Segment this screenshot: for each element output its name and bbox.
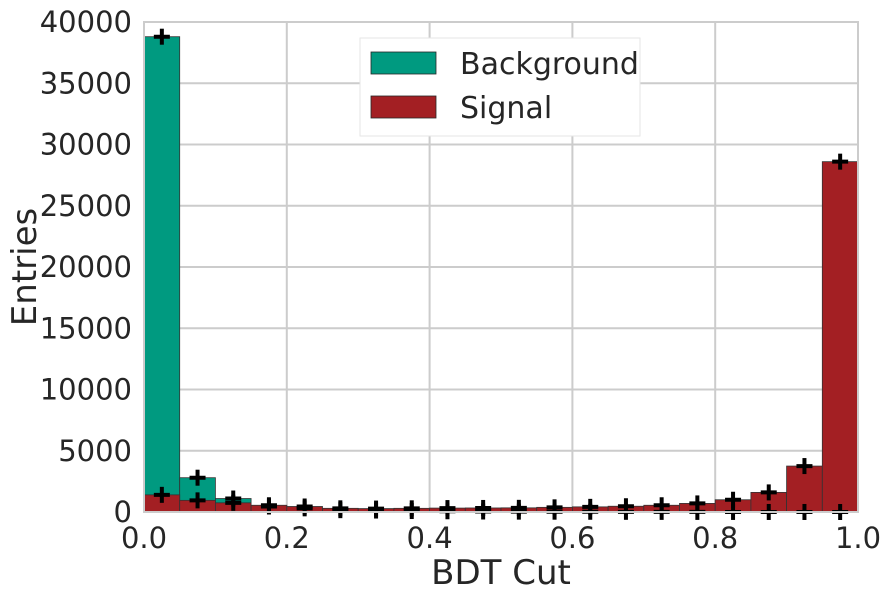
x-tick-labels: 0.0 0.2 0.4 0.6 0.8 1.0: [121, 521, 881, 555]
signal-bar: [821, 161, 859, 513]
x-tick-label: 0.2: [264, 521, 310, 555]
y-tick-label: 15000: [40, 311, 132, 345]
signal-marker: [689, 495, 706, 512]
signal-marker: [475, 499, 492, 516]
legend: Background Signal: [359, 37, 641, 137]
background-marker: [189, 469, 206, 486]
plot-frame: [143, 21, 859, 513]
signal-marker: [189, 492, 206, 509]
y-axis-label: Entries: [5, 208, 45, 326]
signal-marker: [510, 499, 527, 516]
signal-marker: [260, 497, 277, 514]
x-tick-label: 0.8: [692, 521, 738, 555]
y-tick-labels: 0 5000 10000 15000 20000 25000 30000 35000 40000: [40, 5, 132, 529]
x-tick-label: 1.0: [835, 521, 881, 555]
legend-swatch-background: [370, 51, 437, 75]
y-tick-label: 35000: [40, 66, 132, 100]
signal-marker: [332, 500, 349, 517]
y-tick-label: 40000: [40, 5, 132, 39]
legend-swatch-signal: [370, 95, 437, 119]
signal-marker: [153, 486, 170, 503]
background-bar: [143, 36, 181, 513]
background-bars: [143, 36, 859, 513]
y-tick-label: 5000: [58, 434, 132, 468]
background-marker: [153, 28, 170, 45]
signal-marker: [439, 500, 456, 517]
signal-marker: [368, 500, 385, 517]
signal-marker: [653, 497, 670, 514]
y-tick-label: 20000: [40, 250, 132, 284]
signal-marker: [832, 153, 849, 170]
y-tick-label: 25000: [40, 189, 132, 223]
y-tick-label: 0: [114, 495, 132, 529]
x-tick-label: 0.0: [121, 521, 167, 555]
signal-marker: [403, 500, 420, 517]
signal-marker: [725, 491, 742, 508]
x-axis-label: BDT Cut: [431, 553, 571, 593]
legend-label-signal: Signal: [460, 91, 552, 126]
signal-marker: [225, 494, 242, 511]
signal-bars: [143, 161, 859, 513]
legend-label-background: Background: [460, 47, 639, 82]
x-tick-label: 0.4: [407, 521, 453, 555]
signal-marker: [796, 458, 813, 475]
signal-marker: [760, 484, 777, 501]
x-tick-label: 0.6: [549, 521, 595, 555]
y-tick-label: 10000: [40, 373, 132, 407]
y-tick-label: 30000: [40, 128, 132, 162]
